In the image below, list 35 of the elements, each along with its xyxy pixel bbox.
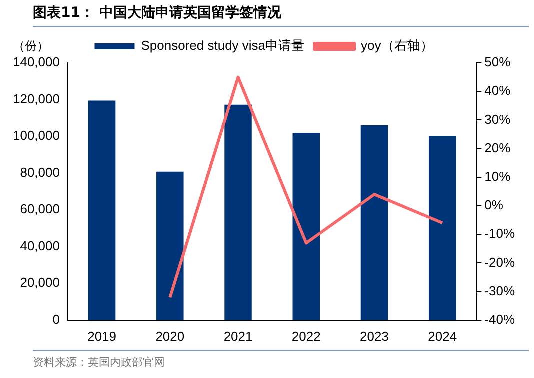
y2-tick-label: -20% xyxy=(484,254,516,270)
y-tick-label: 140,000 xyxy=(12,54,60,70)
y-tick-label: 40,000 xyxy=(20,238,60,254)
y-tick-label: 120,000 xyxy=(12,91,60,106)
y2-tick-label: 40% xyxy=(484,83,512,98)
y-axis-title: （份） xyxy=(12,39,49,54)
y2-tick-label: 10% xyxy=(484,168,512,184)
y-tick-label: 100,000 xyxy=(12,128,60,144)
y2-tick-label: -40% xyxy=(484,312,516,327)
bar xyxy=(428,136,456,320)
x-tick-label: 2024 xyxy=(428,328,458,344)
x-tick-label: 2021 xyxy=(224,328,253,344)
y2-tick-label: 30% xyxy=(484,112,512,127)
x-tick-label: 2023 xyxy=(360,328,389,344)
x-tick-label: 2020 xyxy=(156,328,185,344)
y-tick-label: 20,000 xyxy=(20,275,60,290)
y2-tick-label: -10% xyxy=(484,226,516,242)
bar xyxy=(292,133,320,320)
text: 资料来源：英国内政部官网 xyxy=(33,350,529,370)
x-tick-label: 2022 xyxy=(292,328,321,344)
legend-label: Sponsored study visa申请量 xyxy=(141,38,305,54)
x-tick-label: 2019 xyxy=(88,328,117,344)
bar xyxy=(224,104,252,320)
bar xyxy=(156,172,184,320)
y2-tick-label: 50% xyxy=(484,54,512,70)
y2-tick-label: -30% xyxy=(484,283,516,298)
y-tick-label: 60,000 xyxy=(20,202,60,217)
chart-title: 图表11： 中国大陆申请英国留学签情况 xyxy=(33,4,529,27)
y2-tick-label: 0% xyxy=(484,198,504,213)
bar xyxy=(360,126,388,320)
bar xyxy=(88,100,116,320)
y-tick-label: 80,000 xyxy=(20,164,60,180)
y2-tick-label: 20% xyxy=(484,140,512,156)
y-tick-label: 0 xyxy=(52,312,60,327)
legend-label: yoy（右轴） xyxy=(361,38,434,54)
